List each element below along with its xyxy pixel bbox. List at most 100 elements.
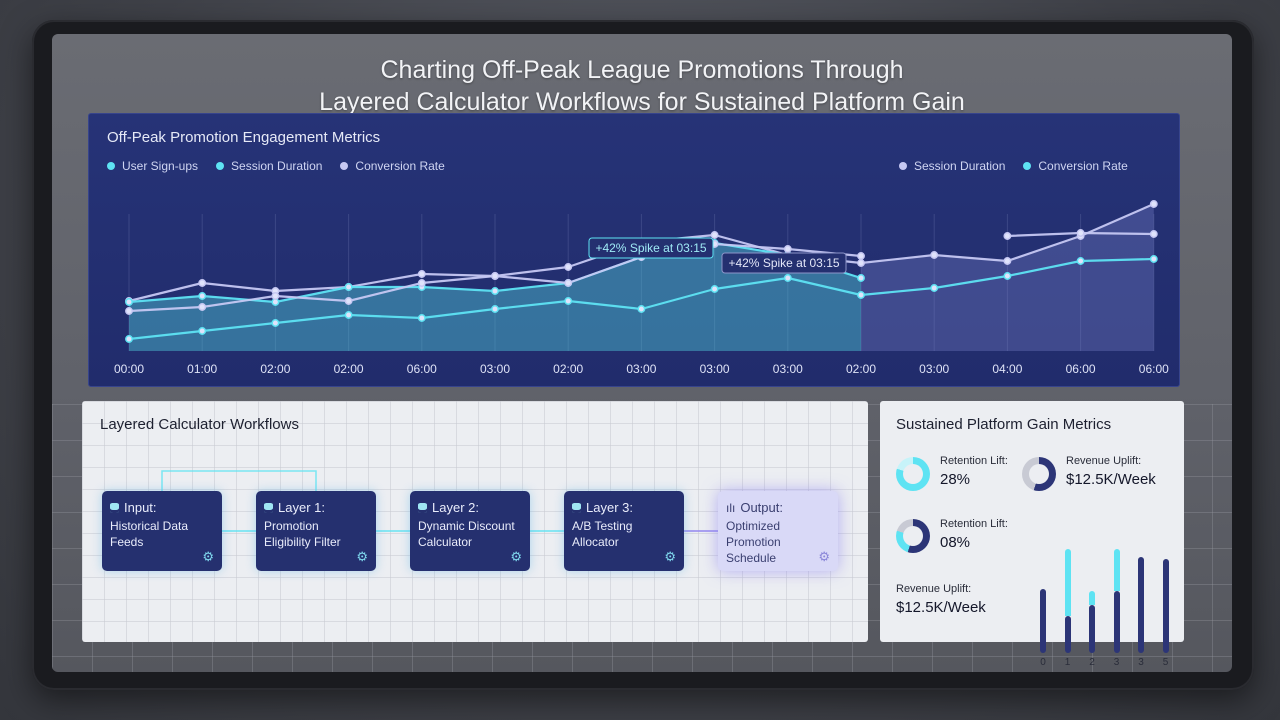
- legend-label: Conversion Rate: [355, 159, 445, 173]
- gear-icon[interactable]: ⚙: [510, 549, 522, 564]
- node-line: Historical Data: [110, 519, 189, 533]
- series-point-2: [1076, 229, 1085, 237]
- series-point-2: [271, 292, 280, 300]
- gain-bar-cyan: [1113, 549, 1120, 591]
- revenue-donut-icon: [1022, 457, 1056, 491]
- chart-legend-right: Session Duration Conversion Rate: [899, 159, 1128, 173]
- node-line: Allocator: [572, 535, 619, 549]
- series-point-3: [271, 319, 280, 327]
- series-point-3: [198, 327, 207, 335]
- database-icon: [418, 503, 427, 513]
- gear-icon[interactable]: ⚙: [356, 549, 368, 564]
- series-point-0: [1003, 257, 1012, 265]
- dashboard-screen: Charting Off-Peak League Promotions Thro…: [52, 34, 1232, 672]
- workflow-node-input[interactable]: Input: Historical Data Feeds ⚙: [102, 491, 222, 571]
- node-line: Promotion: [264, 519, 319, 533]
- workflow-node-output[interactable]: ılı Output: Optimized Promotion Schedule …: [718, 491, 838, 571]
- series-point-3: [637, 305, 646, 313]
- series-point-3: [491, 305, 499, 313]
- legend-dot: [340, 162, 349, 170]
- legend-label: Session Duration: [914, 159, 1006, 173]
- gain-bar-navy: [1138, 557, 1144, 653]
- series-point-3: [1076, 257, 1085, 265]
- revenue-uplift-label: Revenue Uplift:: [1066, 455, 1142, 467]
- node-line: Promotion: [726, 535, 781, 549]
- node-line: Eligibility Filter: [264, 535, 341, 549]
- series-point-3: [564, 297, 573, 305]
- gear-icon[interactable]: ⚙: [202, 549, 214, 564]
- x-tick-label: 02:00: [553, 362, 583, 376]
- series-point-2: [125, 307, 133, 315]
- series-point-3: [783, 274, 792, 282]
- series-point-0: [198, 279, 207, 287]
- node-line: Dynamic Discount: [418, 519, 515, 533]
- legend-label: User Sign-ups: [122, 159, 199, 173]
- node-title: Layer 3:: [586, 500, 633, 515]
- series-point-2: [783, 245, 792, 253]
- spike-callout-2-box: [721, 252, 847, 274]
- node-title: Input:: [124, 500, 157, 515]
- area-fill-cyan: [129, 243, 861, 351]
- legend-dot: [1023, 162, 1032, 170]
- retention-lift-value: 28%: [940, 471, 971, 488]
- series-point-2: [1003, 232, 1012, 240]
- legend-dot: [899, 162, 907, 170]
- x-tick-label: 04:00: [992, 362, 1022, 376]
- gear-icon[interactable]: ⚙: [818, 549, 830, 564]
- x-tick-label: 03:00: [773, 362, 803, 376]
- legend-item-conversion-rate-2[interactable]: Conversion Rate: [1023, 159, 1128, 173]
- gain-title: Sustained Platform Gain Metrics: [896, 416, 1112, 433]
- x-tick-label: 06:00: [1139, 362, 1169, 376]
- legend-label: Conversion Rate: [1038, 159, 1128, 173]
- series-point-3: [1149, 255, 1158, 263]
- legend-item-session-duration-2[interactable]: Session Duration: [899, 159, 1005, 173]
- node-line: Optimized: [726, 519, 781, 533]
- legend-item-conversion-rate[interactable]: Conversion Rate: [340, 159, 445, 173]
- workflow-node-layer-3[interactable]: Layer 3: A/B Testing Allocator ⚙: [564, 491, 684, 571]
- gear-icon[interactable]: ⚙: [664, 549, 676, 564]
- retention-lift-value-2: 08%: [940, 534, 971, 551]
- database-icon: [110, 503, 119, 513]
- series-point-0: [564, 263, 573, 271]
- workflow-connectors: [161, 470, 718, 532]
- node-line: Schedule: [726, 551, 777, 565]
- legend-item-user-signups[interactable]: User Sign-ups: [107, 159, 198, 173]
- chart-legend-left: User Sign-ups Session Duration Conversio…: [107, 159, 445, 173]
- series-point-3: [710, 285, 719, 293]
- legend-dot: [216, 162, 225, 170]
- gain-bar-axis-label: 0: [1040, 657, 1046, 668]
- series-point-2: [198, 303, 207, 311]
- series-point-2: [857, 252, 865, 260]
- node-title: Output:: [740, 500, 783, 515]
- database-icon: [572, 503, 581, 513]
- connector-loop: [161, 470, 317, 491]
- workflow-node-layer-2[interactable]: Layer 2: Dynamic Discount Calculator ⚙: [410, 491, 530, 571]
- retention-donut-icon-2: [896, 519, 930, 553]
- gain-bar-axis-label: 1: [1064, 657, 1071, 668]
- page-title-line-1: Charting Off-Peak League Promotions Thro…: [380, 56, 904, 84]
- workflow-title: Layered Calculator Workflows: [100, 416, 299, 433]
- monitor-frame: Charting Off-Peak League Promotions Thro…: [32, 20, 1254, 690]
- spike-callout-1-box: [588, 237, 714, 259]
- workflow-node-layer-1[interactable]: Layer 1: Promotion Eligibility Filter ⚙: [256, 491, 376, 571]
- page-title: Charting Off-Peak League Promotions Thro…: [52, 54, 1232, 118]
- legend-item-session-duration[interactable]: Session Duration: [216, 159, 322, 173]
- x-tick-label: 03:00: [919, 362, 949, 376]
- x-tick-label: 06:00: [1066, 362, 1096, 376]
- node-title: Layer 2:: [432, 500, 479, 515]
- series-point-1: [857, 274, 865, 282]
- page-title-line-2: Layered Calculator Workflows for Sustain…: [319, 88, 965, 116]
- series-point-0: [857, 259, 865, 267]
- x-tick-label: 00:00: [114, 362, 144, 376]
- series-point-1: [125, 298, 133, 306]
- retention-lift-label-2: Retention Lift:: [940, 518, 1008, 530]
- series-point-3: [1003, 272, 1012, 280]
- revenue-uplift-value: $12.5K/Week: [1066, 471, 1156, 488]
- gain-bar-cyan: [1064, 549, 1071, 616]
- series-point-3: [125, 335, 133, 343]
- workflow-panel: Layered Calculator Workflows Input: Hist…: [82, 401, 868, 642]
- x-tick-label: 02:00: [334, 362, 364, 376]
- x-tick-label: 02:00: [260, 362, 290, 376]
- series-point-0: [417, 270, 426, 278]
- engagement-chart-panel: 00:00 01:00 02:00 02:00 06:00 03:00 02:00 03:00…: [88, 113, 1180, 387]
